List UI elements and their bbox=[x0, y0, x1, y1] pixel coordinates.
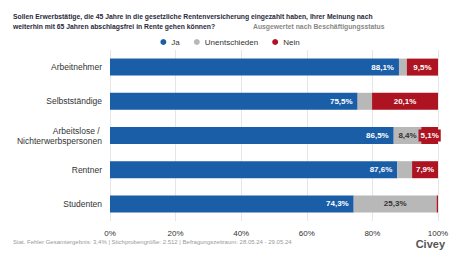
svg-text:Ausgewertet nach Beschäftigung: Ausgewertet nach Beschäftigungsstatus bbox=[253, 23, 385, 31]
svg-text:7,9%: 7,9% bbox=[416, 165, 434, 174]
svg-text:88,1%: 88,1% bbox=[371, 63, 394, 72]
svg-text:74,3%: 74,3% bbox=[326, 199, 349, 208]
svg-text:Arbeitslose /: Arbeitslose / bbox=[53, 126, 102, 136]
svg-text:75,5%: 75,5% bbox=[330, 97, 353, 106]
svg-text:Studenten: Studenten bbox=[63, 199, 102, 209]
svg-text:weiterhin mit 65 Jahren abschl: weiterhin mit 65 Jahren abschlagsfrei in… bbox=[12, 23, 215, 31]
svg-text:Rentner: Rentner bbox=[72, 165, 102, 175]
svg-text:Selbstständige: Selbstständige bbox=[46, 96, 102, 106]
svg-text:5,1%: 5,1% bbox=[421, 131, 439, 140]
svg-text:25,3%: 25,3% bbox=[384, 199, 407, 208]
svg-text:100%: 100% bbox=[428, 229, 448, 238]
svg-text:80%: 80% bbox=[364, 229, 380, 238]
svg-text:60%: 60% bbox=[299, 229, 315, 238]
svg-text:87,6%: 87,6% bbox=[370, 165, 393, 174]
svg-text:Civey: Civey bbox=[416, 238, 446, 250]
svg-text:Ja: Ja bbox=[171, 38, 180, 47]
svg-text:20,1%: 20,1% bbox=[394, 97, 417, 106]
svg-text:Sollen Erwerbstätige, die 45 J: Sollen Erwerbstätige, die 45 Jahre in di… bbox=[13, 13, 374, 21]
svg-text:40%: 40% bbox=[233, 229, 249, 238]
svg-text:8,4%: 8,4% bbox=[398, 131, 416, 140]
svg-text:Nichterwerbspersonen: Nichterwerbspersonen bbox=[17, 136, 102, 146]
svg-text:9,5%: 9,5% bbox=[413, 63, 431, 72]
svg-text:Stat. Fehler Gesamtergebnis: 3: Stat. Fehler Gesamtergebnis: 3,4% | Stic… bbox=[13, 239, 292, 245]
svg-text:86,5%: 86,5% bbox=[366, 131, 389, 140]
svg-text:Arbeitnehmer: Arbeitnehmer bbox=[51, 62, 102, 72]
svg-text:20%: 20% bbox=[168, 229, 184, 238]
svg-text:Unentschieden: Unentschieden bbox=[205, 38, 258, 47]
svg-text:0%: 0% bbox=[104, 229, 116, 238]
svg-text:Nein: Nein bbox=[283, 38, 299, 47]
